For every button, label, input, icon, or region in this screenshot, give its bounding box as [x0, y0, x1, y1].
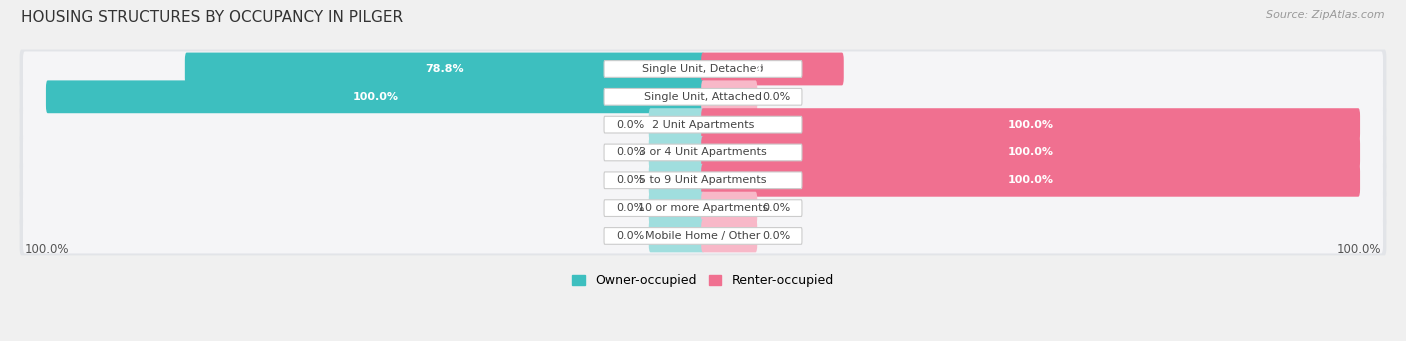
FancyBboxPatch shape [20, 105, 1386, 144]
Text: 0.0%: 0.0% [762, 231, 790, 241]
Text: Single Unit, Detached: Single Unit, Detached [643, 64, 763, 74]
FancyBboxPatch shape [20, 217, 1386, 255]
FancyBboxPatch shape [648, 192, 704, 224]
Text: 2 Unit Apartments: 2 Unit Apartments [652, 120, 754, 130]
FancyBboxPatch shape [22, 191, 1384, 226]
FancyBboxPatch shape [20, 161, 1386, 200]
Text: 0.0%: 0.0% [616, 175, 644, 185]
FancyBboxPatch shape [702, 53, 844, 85]
Text: 100.0%: 100.0% [1008, 147, 1053, 158]
Text: 100.0%: 100.0% [1008, 175, 1053, 185]
FancyBboxPatch shape [648, 108, 704, 141]
FancyBboxPatch shape [22, 135, 1384, 170]
FancyBboxPatch shape [648, 164, 704, 197]
Text: HOUSING STRUCTURES BY OCCUPANCY IN PILGER: HOUSING STRUCTURES BY OCCUPANCY IN PILGE… [21, 10, 404, 25]
FancyBboxPatch shape [702, 164, 1360, 197]
Text: 0.0%: 0.0% [616, 231, 644, 241]
FancyBboxPatch shape [702, 80, 758, 113]
Legend: Owner-occupied, Renter-occupied: Owner-occupied, Renter-occupied [568, 269, 838, 293]
Text: 5 to 9 Unit Apartments: 5 to 9 Unit Apartments [640, 175, 766, 185]
FancyBboxPatch shape [46, 80, 704, 113]
Text: Source: ZipAtlas.com: Source: ZipAtlas.com [1267, 10, 1385, 20]
Text: 21.2%: 21.2% [754, 64, 792, 74]
Text: 78.8%: 78.8% [426, 64, 464, 74]
FancyBboxPatch shape [702, 192, 758, 224]
Text: 100.0%: 100.0% [1337, 243, 1381, 256]
FancyBboxPatch shape [605, 116, 801, 133]
FancyBboxPatch shape [605, 88, 801, 105]
Text: 3 or 4 Unit Apartments: 3 or 4 Unit Apartments [640, 147, 766, 158]
Text: 100.0%: 100.0% [1008, 120, 1053, 130]
FancyBboxPatch shape [605, 61, 801, 77]
Text: Mobile Home / Other: Mobile Home / Other [645, 231, 761, 241]
FancyBboxPatch shape [605, 144, 801, 161]
FancyBboxPatch shape [648, 220, 704, 252]
Text: 0.0%: 0.0% [616, 147, 644, 158]
FancyBboxPatch shape [702, 136, 1360, 169]
FancyBboxPatch shape [20, 49, 1386, 88]
FancyBboxPatch shape [605, 200, 801, 217]
FancyBboxPatch shape [605, 227, 801, 244]
Text: 10 or more Apartments: 10 or more Apartments [638, 203, 768, 213]
Text: 0.0%: 0.0% [762, 92, 790, 102]
FancyBboxPatch shape [22, 107, 1384, 142]
FancyBboxPatch shape [605, 172, 801, 189]
FancyBboxPatch shape [22, 51, 1384, 87]
Text: 100.0%: 100.0% [353, 92, 398, 102]
FancyBboxPatch shape [20, 77, 1386, 116]
Text: Single Unit, Attached: Single Unit, Attached [644, 92, 762, 102]
FancyBboxPatch shape [184, 53, 704, 85]
FancyBboxPatch shape [22, 79, 1384, 114]
FancyBboxPatch shape [702, 108, 1360, 141]
FancyBboxPatch shape [20, 189, 1386, 227]
FancyBboxPatch shape [702, 220, 758, 252]
FancyBboxPatch shape [22, 163, 1384, 198]
Text: 0.0%: 0.0% [762, 203, 790, 213]
FancyBboxPatch shape [648, 136, 704, 169]
Text: 0.0%: 0.0% [616, 203, 644, 213]
FancyBboxPatch shape [20, 133, 1386, 172]
Text: 100.0%: 100.0% [25, 243, 69, 256]
Text: 0.0%: 0.0% [616, 120, 644, 130]
FancyBboxPatch shape [22, 218, 1384, 253]
